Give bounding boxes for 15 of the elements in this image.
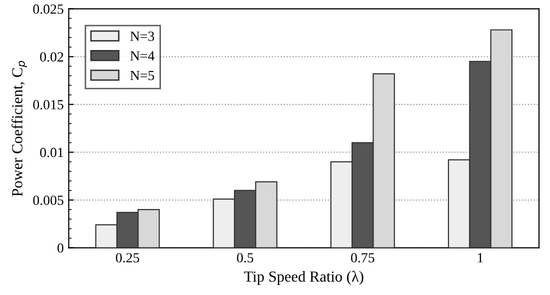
legend-label: N=3 bbox=[130, 32, 154, 41]
y-tick-label: 0.02 bbox=[40, 52, 64, 62]
y-tick-label: 0.005 bbox=[33, 196, 64, 206]
x-axis-title: Tip Speed Ratio (λ) bbox=[244, 270, 364, 285]
y-tick-label: 0.01 bbox=[40, 148, 64, 158]
legend-label: N=5 bbox=[130, 70, 154, 80]
y-tick-label: 0 bbox=[57, 243, 64, 253]
y-tick-label: 0.015 bbox=[33, 100, 64, 110]
legend-label: N=4 bbox=[130, 51, 154, 60]
x-tick-label: 0.75 bbox=[351, 253, 374, 262]
x-tick-label: 1 bbox=[478, 253, 483, 262]
x-tick-label: 0.25 bbox=[116, 253, 140, 262]
x-tick-label: 0.5 bbox=[236, 253, 254, 262]
y-tick-label: 0.025 bbox=[33, 4, 64, 14]
y-axis-title: Power Coefficient, C$_{p}$ bbox=[12, 60, 27, 196]
